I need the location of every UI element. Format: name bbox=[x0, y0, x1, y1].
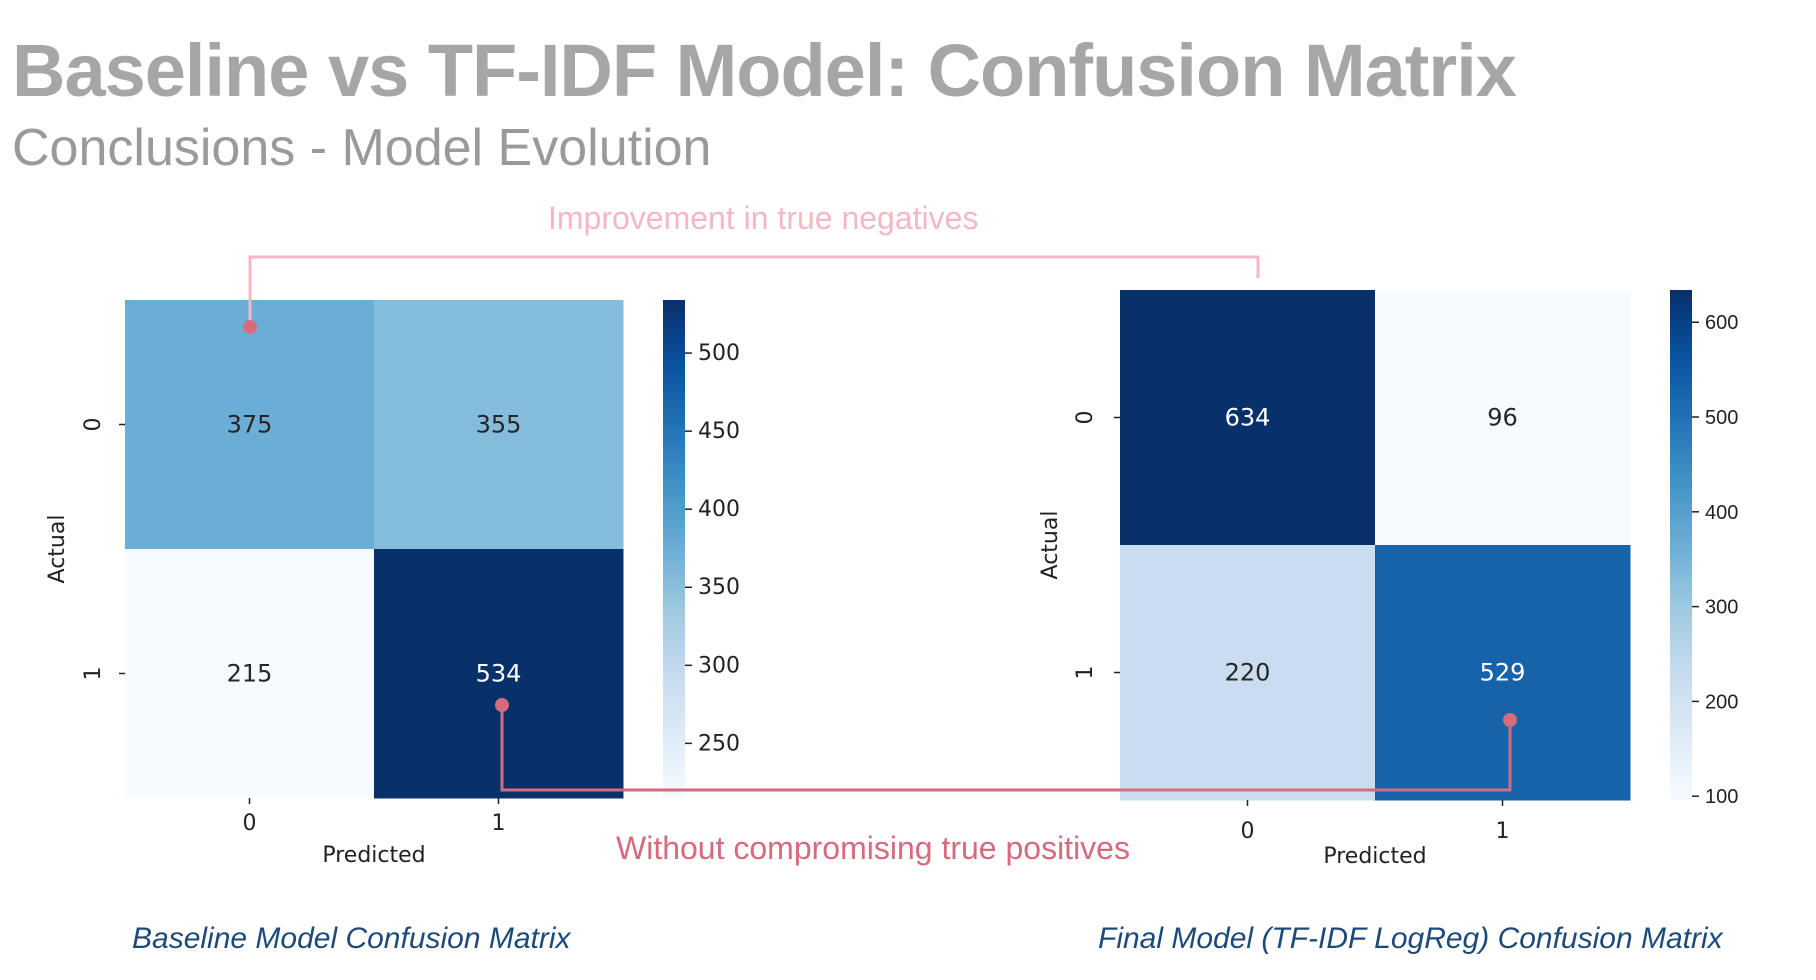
connector-dot-bottom-right bbox=[1503, 713, 1517, 727]
colorbar-tick-label-5: 600 bbox=[1705, 312, 1738, 334]
connector-line-top bbox=[248, 255, 1260, 327]
x-tick-label-1: 1 bbox=[1496, 819, 1510, 844]
colorbar-tick-label-1: 200 bbox=[1705, 691, 1738, 713]
heatmap-cell-1-0 bbox=[125, 549, 375, 799]
colorbar-tick-label-4: 450 bbox=[698, 419, 740, 444]
cell-value-1-0: 215 bbox=[227, 660, 273, 688]
y-tick-label-0: 0 bbox=[81, 418, 106, 432]
page-title: Baseline vs TF-IDF Model: Confusion Matr… bbox=[12, 29, 1517, 112]
cell-value-1-1: 534 bbox=[476, 660, 522, 688]
cell-value-0-0: 375 bbox=[227, 411, 273, 439]
page-subtitle: Conclusions - Model Evolution bbox=[12, 119, 712, 177]
colorbar-tick-label-1: 300 bbox=[698, 653, 740, 678]
y-axis-label: Actual bbox=[45, 515, 70, 584]
x-tick-label-1: 1 bbox=[492, 811, 506, 836]
heatmap-cell-1-1 bbox=[1375, 545, 1631, 801]
connector-dot-top bbox=[243, 320, 257, 334]
y-axis-label: Actual bbox=[1038, 511, 1063, 580]
colorbar-tick-label-3: 400 bbox=[1705, 502, 1738, 524]
heatmap-cell-0-0 bbox=[125, 300, 375, 550]
heatmap-cell-0-1 bbox=[1375, 290, 1631, 546]
caption-final: Final Model (TF-IDF LogReg) Confusion Ma… bbox=[1098, 922, 1723, 955]
cell-value-1-1: 529 bbox=[1480, 659, 1526, 687]
annotation-connectors bbox=[243, 255, 1517, 792]
annotation-true-positives: Without compromising true positives bbox=[616, 830, 1130, 866]
x-tick-label-0: 0 bbox=[243, 811, 257, 836]
cell-value-0-1: 355 bbox=[476, 411, 522, 439]
colorbar-tick-label-4: 500 bbox=[1705, 407, 1738, 429]
x-axis-label: Predicted bbox=[1323, 844, 1426, 869]
colorbar-tick-label-0: 100 bbox=[1705, 786, 1738, 808]
colorbar-tick-label-2: 350 bbox=[698, 575, 740, 600]
cell-value-0-1: 96 bbox=[1487, 404, 1518, 432]
y-tick-label-1: 1 bbox=[1073, 666, 1098, 680]
caption-baseline: Baseline Model Confusion Matrix bbox=[132, 922, 571, 955]
final-heatmap: 634 96 220 529 0 1 0 1 Predicted Actual 100 200 300 4… bbox=[1038, 290, 1738, 869]
heatmap-cell-0-0 bbox=[1120, 290, 1376, 546]
connector-line-bottom bbox=[500, 705, 1512, 792]
heatmap-cell-1-0 bbox=[1120, 545, 1376, 801]
heatmap-cell-1-1 bbox=[374, 549, 624, 799]
connector-dot-bottom-left bbox=[495, 698, 509, 712]
colorbar-tick-label-5: 500 bbox=[698, 341, 740, 366]
colorbar-tick-label-2: 300 bbox=[1705, 597, 1738, 619]
colorbar bbox=[1670, 290, 1692, 800]
cell-value-0-0: 634 bbox=[1225, 404, 1271, 432]
x-axis-label: Predicted bbox=[322, 843, 425, 868]
heatmap-cell-0-1 bbox=[374, 300, 624, 550]
cell-value-1-0: 220 bbox=[1225, 659, 1271, 687]
colorbar-tick-label-0: 250 bbox=[698, 731, 740, 756]
colorbar-tick-label-3: 400 bbox=[698, 497, 740, 522]
y-tick-label-0: 0 bbox=[1073, 411, 1098, 425]
baseline-heatmap: 375 355 215 534 0 1 0 1 Predicted Actual 250 300 350… bbox=[45, 300, 740, 868]
y-tick-label-1: 1 bbox=[81, 667, 106, 681]
x-tick-label-0: 0 bbox=[1241, 819, 1255, 844]
colorbar bbox=[663, 300, 685, 798]
annotation-true-negatives: Improvement in true negatives bbox=[548, 200, 979, 236]
